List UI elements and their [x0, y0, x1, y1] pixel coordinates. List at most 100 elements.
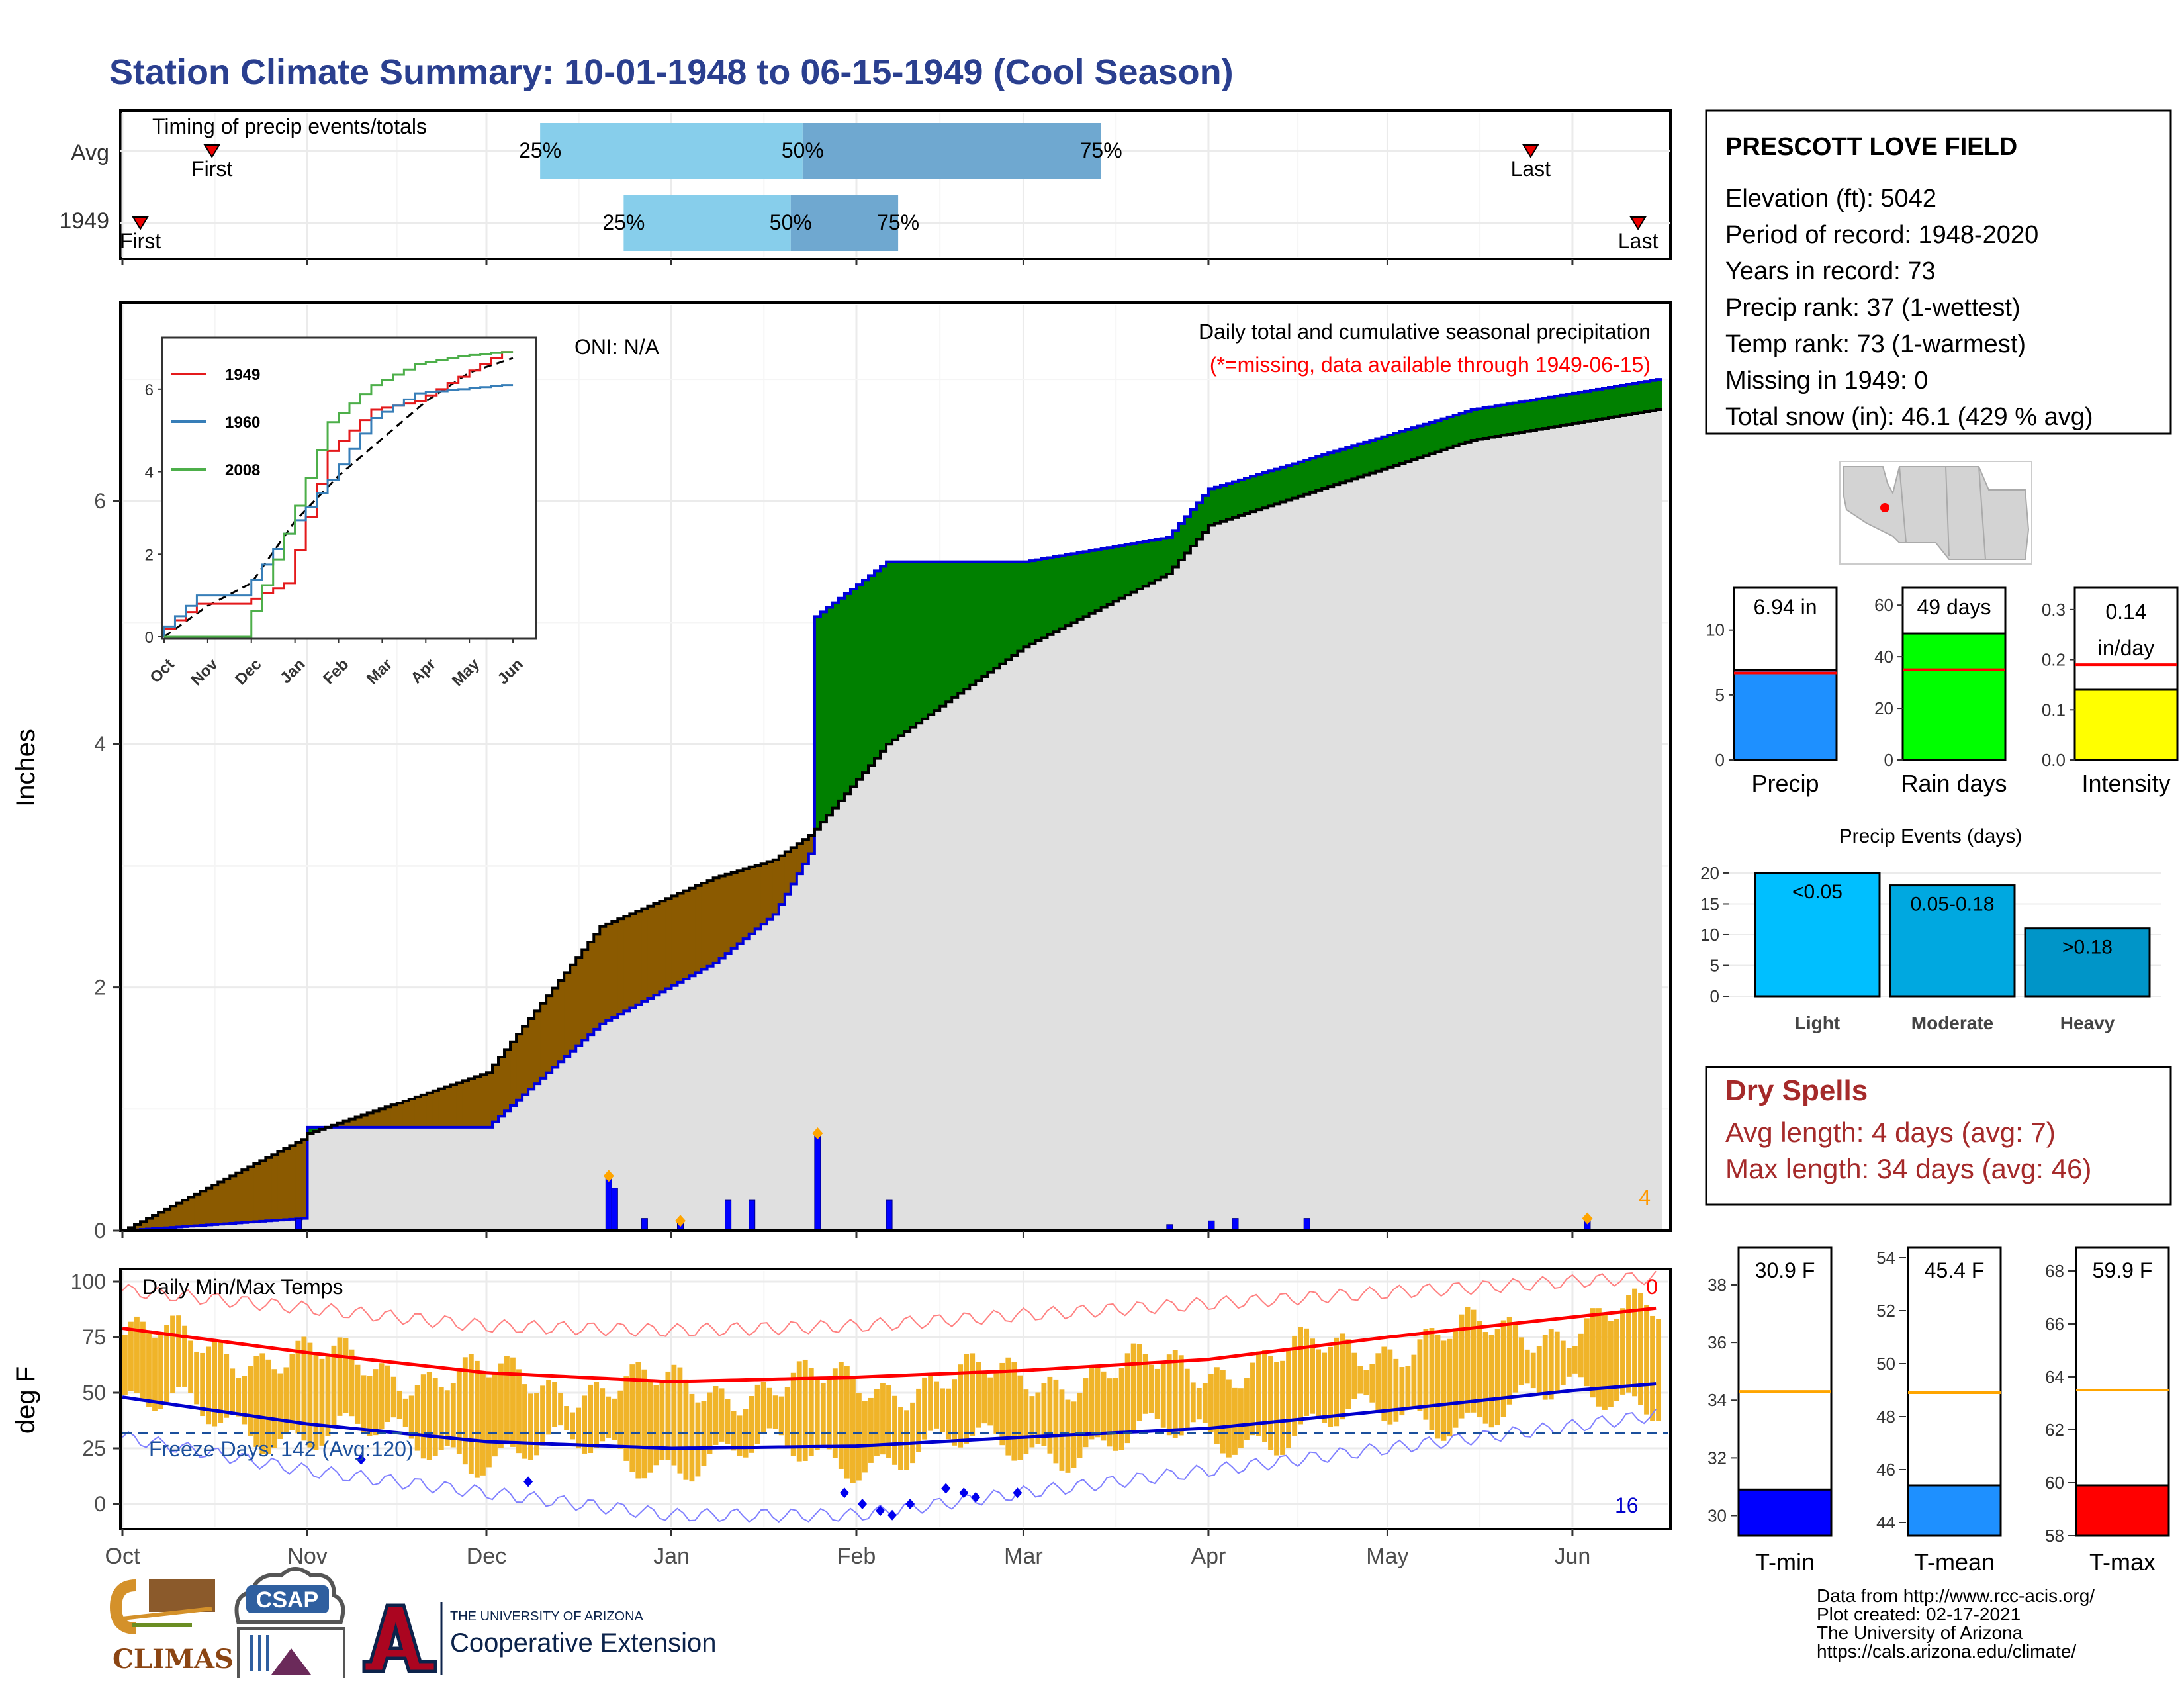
daily-temp-bar — [719, 1388, 725, 1442]
daily-temp-bar — [958, 1364, 964, 1448]
daily-temp-bar — [1650, 1315, 1655, 1421]
daily-temp-bar — [790, 1372, 796, 1456]
snow-marker-icon — [812, 1127, 823, 1140]
timing-p25-label: 25% — [519, 138, 561, 162]
surplus-area — [1292, 463, 1298, 498]
surplus-area — [1602, 388, 1609, 419]
daily-temp-bar — [1280, 1360, 1285, 1455]
location-map — [1839, 461, 2032, 565]
deficit-area — [265, 1157, 273, 1221]
snow-marker-icon — [603, 1170, 614, 1182]
record-cold-marker-icon — [905, 1499, 915, 1509]
deficit-area — [170, 1206, 177, 1228]
daily-temp-bar — [1590, 1308, 1596, 1398]
inset-legend-label: 1960 — [225, 414, 260, 432]
surplus-area — [1178, 523, 1185, 561]
deficit-area — [707, 880, 714, 966]
university-name: THE UNIVERSITY OF ARIZONA — [450, 1609, 644, 1624]
surplus-area — [1005, 561, 1013, 660]
surplus-area — [1184, 516, 1191, 553]
temp-ytick-label: 0 — [94, 1492, 106, 1516]
deficit-area — [468, 1078, 475, 1127]
surplus-area — [1316, 456, 1322, 491]
daily-temp-bar — [1268, 1356, 1273, 1450]
surplus-area — [1071, 553, 1078, 623]
daily-temp-bar — [1214, 1367, 1220, 1444]
daily-temp-bar — [1578, 1333, 1584, 1378]
tmean-ytick-label: 50 — [1876, 1354, 1895, 1374]
inset-legend-label: 2008 — [225, 461, 260, 479]
daily-temp-bar — [928, 1375, 933, 1431]
deficit-area — [289, 1145, 296, 1219]
surplus-area — [1250, 476, 1257, 512]
timing-last-label: Last — [1511, 157, 1551, 181]
surplus-area — [850, 588, 857, 787]
deficit-area — [480, 1074, 487, 1127]
surplus-area — [1310, 458, 1316, 492]
daily-temp-bar — [1584, 1318, 1590, 1387]
precip-panel-frame — [119, 301, 1672, 1232]
daily-temp-bar — [1632, 1288, 1637, 1397]
surplus-area — [1148, 540, 1156, 583]
inset-series-1949 — [163, 351, 514, 637]
daily-temp-bar — [1322, 1352, 1328, 1423]
daily-precip-bar — [725, 1199, 732, 1231]
surplus-area — [1441, 418, 1448, 450]
daily-temp-bar — [1107, 1378, 1113, 1447]
daily-temp-bar — [1053, 1379, 1059, 1464]
events-bar-range: <0.05 — [1792, 881, 1843, 903]
daily-temp-bar — [1142, 1354, 1148, 1414]
daily-temp-bar — [1596, 1308, 1602, 1407]
daily-temp-bar — [922, 1377, 927, 1440]
daily-temp-bar — [444, 1390, 450, 1446]
daily-temp-bar — [331, 1345, 337, 1425]
deficit-area — [498, 1056, 505, 1117]
daily-temp-bar — [796, 1361, 802, 1462]
events-ytick-label: 10 — [1700, 925, 1719, 945]
daily-temp-bar — [1035, 1392, 1041, 1444]
cold-days-count: 16 — [1615, 1493, 1639, 1517]
surplus-area — [1548, 397, 1555, 428]
deficit-area — [808, 835, 815, 854]
deficit-area — [612, 921, 618, 1018]
surplus-area — [1500, 404, 1508, 436]
surplus-area — [886, 561, 893, 745]
surplus-area — [910, 561, 917, 727]
surplus-area — [1482, 408, 1490, 438]
precip-events-chart: Precip Events (days) 0 5 10 15 20 <0.05 Light 0… — [1700, 825, 2161, 1033]
daily-temp-bar — [265, 1359, 271, 1454]
daily-temp-bar — [832, 1368, 838, 1458]
station-elevation: Elevation (ft): 5042 — [1725, 185, 1936, 212]
daily-temp-bar — [414, 1385, 420, 1451]
deficit-area — [737, 870, 744, 944]
timing-p75-label: 75% — [1080, 138, 1122, 162]
precip-ytick-label: 10 — [1706, 620, 1725, 640]
daily-temp-bar — [617, 1390, 623, 1449]
daily-temp-bar — [760, 1382, 766, 1434]
surplus-area — [1626, 384, 1633, 415]
deficit-area — [385, 1107, 392, 1127]
inset-ytick-label: 2 — [145, 546, 154, 564]
timing-q1-bar — [623, 195, 791, 251]
events-bar-range: 0.05-0.18 — [1911, 894, 1995, 915]
daily-temp-bar — [224, 1354, 230, 1418]
daily-temp-bar — [361, 1375, 367, 1432]
daily-temp-bar — [1226, 1379, 1232, 1458]
daily-temp-bar — [647, 1380, 653, 1473]
surplus-area — [1053, 556, 1060, 632]
climas-wordmark: CLIMAS — [113, 1644, 234, 1675]
precip-ytick-label: 2 — [94, 976, 106, 1000]
surplus-area — [880, 566, 887, 751]
surplus-area — [1029, 561, 1036, 644]
deficit-area — [760, 863, 768, 925]
tmean-ytick-label: 44 — [1876, 1513, 1895, 1532]
daily-precip-bar — [886, 1199, 893, 1231]
surplus-area — [964, 561, 970, 690]
tmin-ytick-label: 30 — [1707, 1506, 1727, 1526]
deficit-area — [665, 898, 672, 989]
daily-temp-bar — [600, 1388, 606, 1442]
daily-temp-bar — [1124, 1353, 1130, 1444]
record-cold-marker-icon — [971, 1491, 981, 1503]
daily-temp-bar — [1005, 1357, 1011, 1456]
tmean-ytick-label: 52 — [1876, 1301, 1895, 1321]
